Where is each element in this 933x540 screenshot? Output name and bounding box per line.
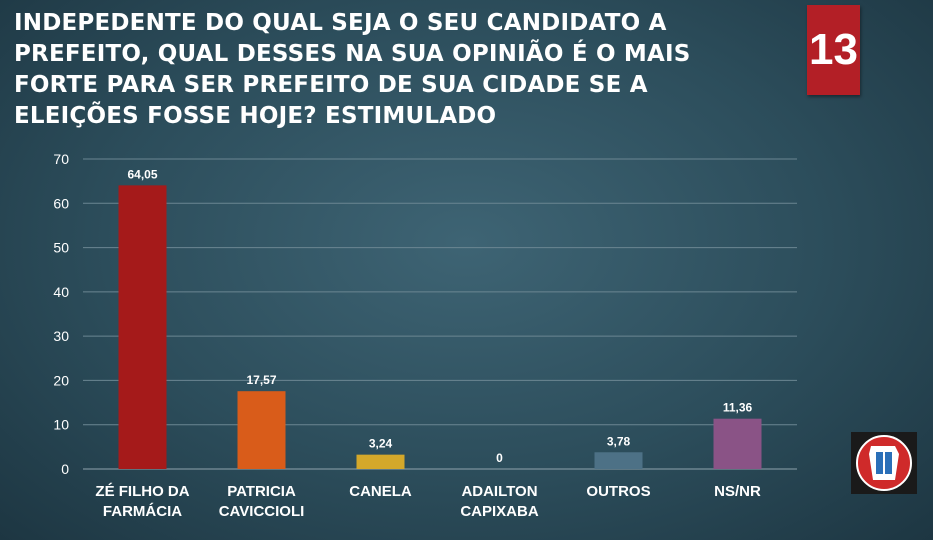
- data-label: 11,36: [723, 401, 753, 415]
- x-tick-label: PATRICIA: [227, 483, 296, 500]
- bar: [118, 185, 167, 469]
- data-label: 3,78: [607, 434, 631, 448]
- x-tick-label: CAVICCIOLI: [219, 503, 305, 520]
- y-tick-label: 40: [53, 284, 69, 300]
- y-tick-label: 0: [61, 461, 69, 477]
- x-tick-label: ADAILTON: [461, 483, 537, 500]
- data-label: 0: [496, 451, 503, 465]
- y-tick-label: 30: [53, 328, 69, 344]
- data-label: 17,57: [246, 373, 276, 387]
- x-tick-label: CAPIXABA: [460, 503, 539, 520]
- y-tick-label: 20: [53, 372, 69, 388]
- y-tick-label: 50: [53, 240, 69, 256]
- bar: [713, 418, 762, 469]
- y-tick-label: 10: [53, 417, 69, 433]
- x-tick-label: CANELA: [349, 483, 412, 500]
- x-tick-label: OUTROS: [586, 483, 650, 500]
- data-label: 3,24: [369, 437, 393, 451]
- x-tick-label: FARMÁCIA: [103, 503, 182, 520]
- slide-number-badge: 13: [807, 5, 860, 95]
- bar: [356, 454, 405, 469]
- x-tick-label: NS/NR: [714, 483, 761, 500]
- x-tick-label: ZÉ FILHO DA: [95, 483, 189, 500]
- data-label: 64,05: [127, 167, 157, 181]
- bar: [594, 452, 643, 469]
- y-tick-label: 70: [53, 151, 69, 167]
- logo-emblem-icon: [851, 432, 917, 494]
- chart-title: INDEPEDENTE DO QUAL SEJA O SEU CANDIDATO…: [14, 10, 691, 129]
- bar: [237, 391, 286, 469]
- y-tick-label: 60: [53, 195, 69, 211]
